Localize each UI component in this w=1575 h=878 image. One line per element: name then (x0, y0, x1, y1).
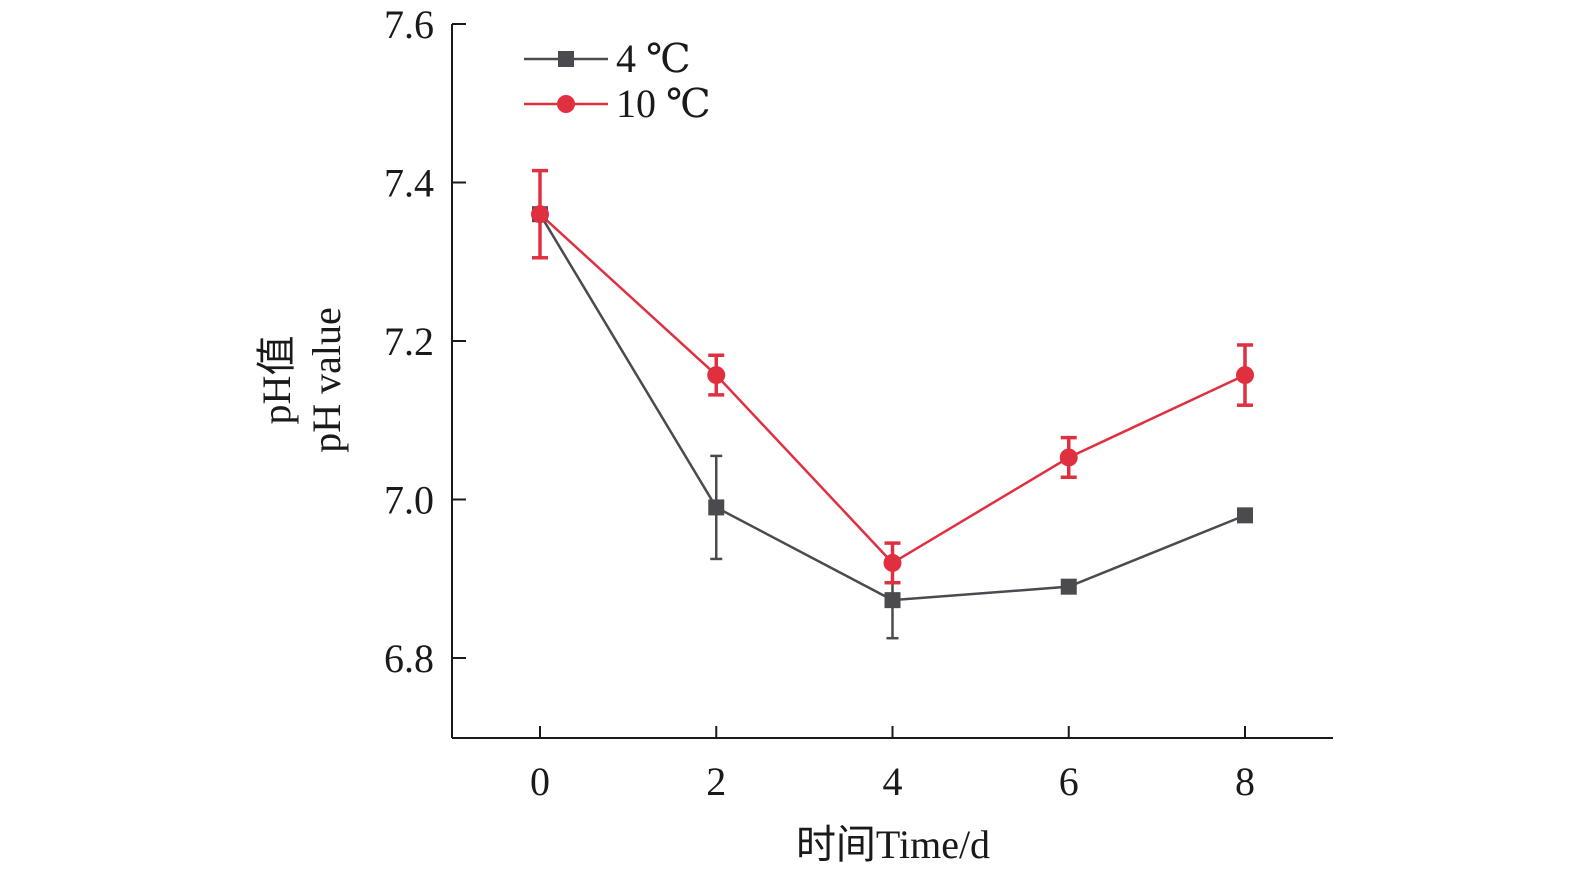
legend-item-10c: 10 ℃ (524, 81, 711, 126)
series-layer (531, 168, 1254, 640)
legend-marker-square (558, 51, 574, 67)
y-axis-ticks: 6.8 7.0 7.2 7.4 7.6 (384, 2, 466, 681)
x-tick-label: 6 (1059, 759, 1079, 804)
x-tick-label: 8 (1235, 759, 1255, 804)
x-tick-label: 0 (530, 759, 550, 804)
y-tick-label: 7.0 (384, 478, 434, 523)
legend-marker-circle (557, 95, 575, 113)
data-point-square (884, 592, 901, 609)
data-point-circle (531, 205, 549, 224)
series-10c (531, 168, 1254, 585)
x-axis-ticks: 0 2 4 6 8 (530, 726, 1255, 804)
y-axis-title-cn: pH值 (254, 336, 299, 425)
data-point-square (1060, 578, 1077, 595)
data-point-square (1237, 507, 1253, 524)
y-tick-label: 7.6 (384, 2, 434, 47)
x-axis-title: 时间Time/d (796, 822, 990, 867)
x-tick-label: 2 (706, 759, 726, 804)
data-point-circle (707, 366, 726, 385)
x-tick-label: 4 (883, 759, 903, 804)
legend: 4 ℃ 10 ℃ (524, 36, 711, 126)
data-point-circle (1059, 448, 1078, 467)
data-point-square (708, 499, 725, 516)
y-tick-label: 7.4 (384, 161, 434, 206)
legend-label-10c: 10 ℃ (616, 81, 711, 126)
y-axis-title-en: pH value (304, 307, 349, 453)
data-point-circle (1236, 366, 1254, 385)
legend-item-4c: 4 ℃ (524, 36, 691, 81)
data-point-circle (883, 553, 902, 572)
legend-label-4c: 4 ℃ (616, 36, 691, 81)
y-tick-label: 7.2 (384, 319, 434, 364)
y-tick-label: 6.8 (384, 636, 434, 681)
